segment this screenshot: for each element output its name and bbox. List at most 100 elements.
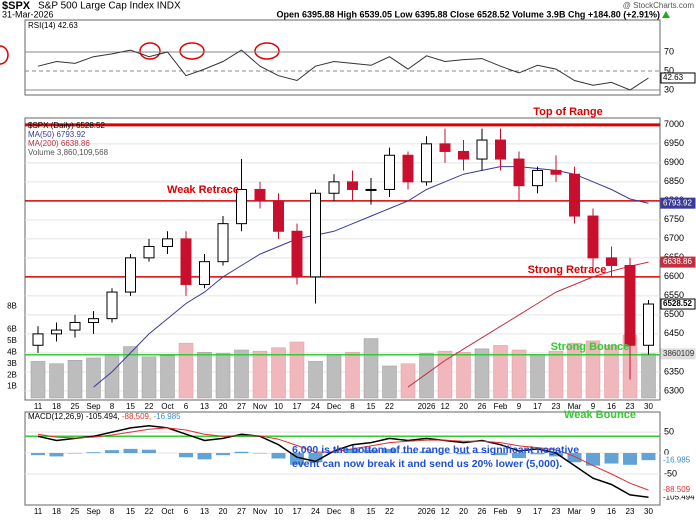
histogram-bar (345, 448, 360, 454)
x-tick-label: 8 (110, 507, 115, 516)
histogram-bar (623, 453, 637, 465)
histogram-bar (86, 452, 101, 454)
histogram-bar (234, 451, 249, 454)
y-tick-label: 6450 (664, 328, 684, 338)
circle (254, 42, 280, 60)
x-tick-label: 13 (200, 402, 209, 411)
y-tick-label: 0 (664, 447, 669, 457)
volume-bar (67, 360, 83, 399)
candle-body (162, 238, 173, 247)
x-tick-label: Nov (253, 402, 267, 411)
y-tick-label: 6350 (664, 366, 684, 376)
x-tick-label: 8 (110, 402, 115, 411)
volume-tick-label: 1B (7, 382, 17, 391)
reference-label: Strong Bounce (551, 341, 630, 353)
histogram-bar (123, 448, 138, 454)
x-tick-label: 18 (52, 507, 61, 516)
histogram-bar (327, 452, 341, 454)
last-value-box (660, 72, 696, 84)
candle-body (347, 181, 358, 190)
x-tick-label: 9 (517, 402, 522, 411)
last-value-label: -105.494 (663, 492, 695, 501)
legend-entry: MA(50) 6793.92 (28, 130, 86, 139)
histogram-bar (530, 453, 545, 455)
symbol: $SPX (2, 0, 31, 12)
histogram-bar (105, 450, 119, 454)
x-tick-label: 20 (219, 402, 228, 411)
candle-body (476, 139, 488, 160)
legend-entry: MACD(12,26,9) (28, 412, 84, 421)
volume-tick-label: 2B (7, 370, 17, 379)
volume-bar (160, 355, 175, 399)
y-tick-label: 30 (664, 84, 674, 94)
last-value-box (660, 197, 696, 209)
reference-label: Weak Retrace (167, 184, 239, 196)
histogram-bar (586, 453, 600, 466)
watermark: @ StockCharts.com (623, 1, 695, 10)
candle-body (606, 257, 617, 266)
last-value-label: 6638.86 (663, 257, 692, 266)
candle-body (217, 223, 229, 263)
x-tick-label: 13 (200, 507, 209, 516)
volume-bar (363, 338, 379, 399)
x-tick-label: 25 (71, 402, 80, 411)
series-line (37, 49, 649, 91)
x-tick-label: Mar (568, 402, 582, 411)
x-tick-label: 10 (274, 402, 283, 411)
candle-body (125, 257, 136, 293)
series-line (407, 261, 649, 388)
candle-body (106, 291, 118, 320)
price-panel (24, 117, 661, 401)
x-tick-label: 17 (533, 507, 542, 516)
histogram-bar (549, 453, 563, 457)
reference-label: Strong Retrace (528, 264, 607, 276)
x-tick-label: Oct (161, 402, 174, 411)
candle-body (291, 230, 303, 278)
y-tick-label: 50 (664, 65, 674, 75)
last-value-box (660, 256, 696, 268)
candle-body (624, 264, 636, 346)
y-tick-label: 6900 (664, 157, 684, 167)
candle-body (273, 200, 284, 232)
last-value-label: 6528.52 (663, 299, 692, 308)
volume-bar (141, 356, 157, 399)
circle (139, 42, 161, 60)
histogram-bar (456, 453, 471, 455)
volume-bar (49, 363, 64, 399)
x-tick-label: 26 (478, 507, 487, 516)
annotation: event can now break it and send us 20% l… (292, 458, 562, 470)
x-tick-label: 22 (385, 507, 394, 516)
x-tick-label: Mar (568, 507, 582, 516)
last-value-label: -16.985 (663, 455, 691, 464)
candle-body (365, 188, 377, 191)
x-tick-label: 11 (34, 507, 43, 516)
x-tick-label: Feb (494, 507, 508, 516)
volume-bar (474, 348, 490, 399)
histogram-bar (179, 453, 193, 458)
candle-body (495, 139, 506, 160)
x-tick-label: Dec (327, 402, 341, 411)
last-value-box (660, 348, 696, 360)
candle-body (587, 215, 599, 259)
x-tick-label: 25 (71, 507, 80, 516)
volume-tick-label: 5B (7, 336, 17, 345)
x-tick-label: 18 (52, 402, 61, 411)
volume-bar (215, 353, 231, 399)
quote: Open 6395.88 High 6539.05 Low 6395.88 Cl… (276, 9, 660, 19)
x-tick-label: Sep (86, 507, 101, 516)
volume-tick-label: 6B (7, 325, 17, 334)
candle-body (513, 158, 525, 187)
volume-bar (567, 342, 582, 399)
x-tick-label: 26 (478, 402, 487, 411)
y-tick-label: 6500 (664, 309, 684, 319)
volume-bar (548, 350, 564, 399)
x-tick-label: 20 (459, 402, 468, 411)
x-tick-label: 2026 (418, 402, 436, 411)
reference-label: Top of Range (533, 106, 602, 118)
histogram-bar (512, 453, 526, 459)
legend-volume: Volume 3,860,109,568 (28, 148, 109, 157)
x-tick-label: 17 (533, 402, 542, 411)
candle-body (402, 154, 414, 183)
x-tick-label: 12 (441, 402, 450, 411)
last-value-label: -88.509 (663, 485, 691, 494)
